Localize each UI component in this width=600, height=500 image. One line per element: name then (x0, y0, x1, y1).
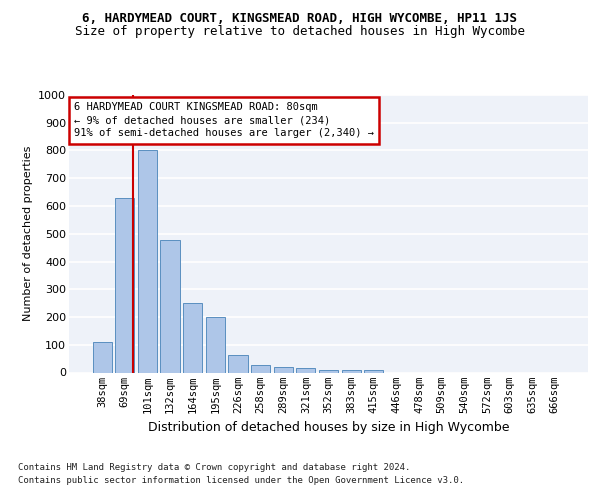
Bar (183, 303, 202, 372)
Text: 6 HARDYMEAD COURT KINGSMEAD ROAD: 80sqm
← 9% of detached houses are smaller (234: 6 HARDYMEAD COURT KINGSMEAD ROAD: 80sqm … (74, 102, 374, 139)
Bar (92, 342, 112, 372)
Text: Contains public sector information licensed under the Open Government Licence v3: Contains public sector information licen… (18, 476, 464, 485)
Bar (206, 317, 225, 372)
Bar (115, 198, 134, 372)
Text: Size of property relative to detached houses in High Wycombe: Size of property relative to detached ho… (75, 25, 525, 38)
Bar (296, 368, 316, 372)
Text: 6, HARDYMEAD COURT, KINGSMEAD ROAD, HIGH WYCOMBE, HP11 1JS: 6, HARDYMEAD COURT, KINGSMEAD ROAD, HIGH… (83, 12, 517, 26)
Bar (341, 370, 361, 372)
Bar (160, 240, 180, 372)
Bar (251, 364, 270, 372)
Bar (364, 370, 383, 372)
Bar (319, 370, 338, 372)
Bar (138, 150, 157, 372)
Y-axis label: Number of detached properties: Number of detached properties (23, 146, 32, 322)
Bar (274, 367, 293, 372)
Bar (229, 356, 248, 372)
Text: Contains HM Land Registry data © Crown copyright and database right 2024.: Contains HM Land Registry data © Crown c… (18, 464, 410, 472)
X-axis label: Distribution of detached houses by size in High Wycombe: Distribution of detached houses by size … (148, 421, 509, 434)
